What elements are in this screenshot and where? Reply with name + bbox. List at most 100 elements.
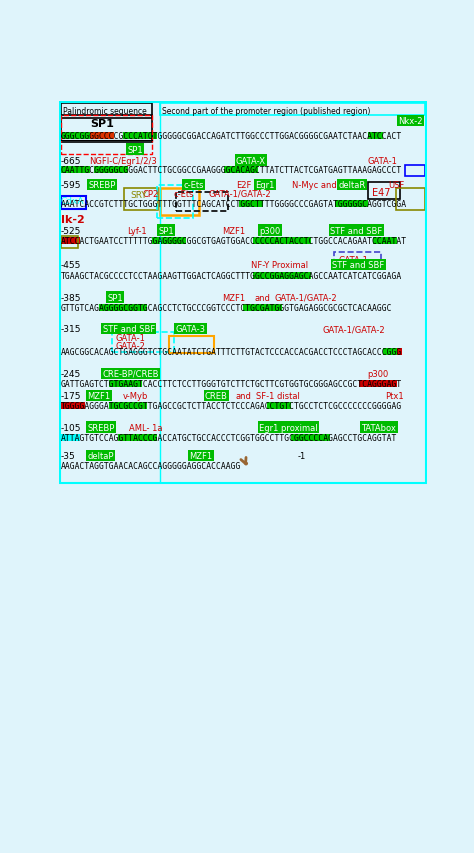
Bar [405, 166, 425, 177]
Text: p300: p300 [259, 226, 281, 235]
Text: -175: -175 [61, 392, 82, 401]
Bar [160, 104, 425, 116]
Bar [61, 403, 85, 409]
Text: ATTAGTGTCCAGGTTACCCGACCATGCTGCCACCCTCGGTGGCCTTGCGGCCCCAGAGCCTGCAGGTAT: ATTAGTGTCCAGGTTACCCGACCATGCTGCCACCCTCGGT… [61, 433, 397, 442]
Bar [90, 133, 114, 140]
Bar [388, 349, 402, 356]
Text: -525: -525 [61, 226, 81, 235]
Text: Second part of the promoter region (published region): Second part of the promoter region (publ… [162, 107, 371, 116]
Text: p300: p300 [368, 369, 389, 379]
Text: GATA-X: GATA-X [236, 156, 266, 165]
Bar [60, 103, 426, 483]
Text: SREBP: SREBP [89, 181, 116, 190]
Text: GATA-1/GATA-2: GATA-1/GATA-2 [208, 189, 271, 199]
Text: ATCCACTGAATCCTTTTTGGAGGGGCGGCGTGAGTGGACCCCCCACTACCTCTGGCCACAGAATCCAATAT: ATCCACTGAATCCTTTTTGGAGGGGCGGCGTGAGTGGACC… [61, 236, 407, 246]
Text: Egr1 proximal: Egr1 proximal [259, 423, 318, 432]
Text: GTTGTCAGAGGGGCGGTGCAGCCTCTGCCCGGTCCCTCTGCGATGGGTGAGAGGCGCGCTCACAAGGC: GTTGTCAGAGGGGCGGTGCAGCCTCTGCCCGGTCCCTCTG… [61, 303, 392, 312]
Text: TATAbox: TATAbox [362, 423, 396, 432]
Text: CAATTGCGGGGGCGGGACTTCTGCGGCCGAAGGGGCACAGCTTATCTTACTCGATGAGTTAAAGAGCCCT: CAATTGCGGGGGCGGGACTTCTGCGGCCGAAGGGGCACAG… [61, 165, 402, 175]
Bar [61, 166, 90, 173]
Text: GGGCGGGGCCCCGCCCATCTGGGGGCGGACCAGATCTTGGCCCTTGGACGGGGCGAATCTAACATCCACT: GGGCGGGGCCCCGCCCATCTGGGGGCGGACCAGATCTTGG… [61, 131, 402, 141]
Text: SF-1 distal: SF-1 distal [256, 392, 300, 401]
Text: SP1: SP1 [158, 226, 174, 235]
Text: -595: -595 [61, 181, 82, 190]
Text: and: and [236, 392, 252, 401]
Bar [224, 166, 258, 173]
Text: deltaP: deltaP [87, 451, 114, 461]
Text: AML- 1a: AML- 1a [129, 423, 163, 432]
Text: TGGGGAGGGATGCGCCGTTGAGCCGCTCTTACCTCTCCCAGACCTGTCTGCCTCTCGCCCCCCCGGGGAG: TGGGGAGGGATGCGCCGTTGAGCCGCTCTTACCTCTCCCA… [61, 402, 402, 410]
Text: MZF1: MZF1 [222, 293, 245, 302]
Bar [61, 116, 152, 154]
Bar [292, 434, 330, 441]
Text: Nkx-2: Nkx-2 [398, 117, 422, 126]
Bar [61, 197, 86, 209]
Text: GATA-1/GATA-2: GATA-1/GATA-2 [323, 325, 385, 334]
Text: NGFI-C/Egr1/2/3: NGFI-C/Egr1/2/3 [89, 156, 156, 165]
Text: Egr1: Egr1 [255, 181, 275, 190]
Text: Lyf-1: Lyf-1 [128, 226, 147, 235]
Text: GATA-1: GATA-1 [338, 256, 368, 264]
Bar [334, 253, 381, 267]
Text: deltaR: deltaR [338, 181, 365, 190]
Bar [99, 305, 147, 311]
Text: E2F: E2F [236, 181, 251, 190]
Text: -665: -665 [61, 156, 82, 165]
Text: STF and SBF: STF and SBF [330, 226, 383, 235]
Text: c-Ets: c-Ets [183, 181, 204, 190]
Text: Ptx1: Ptx1 [385, 392, 403, 401]
Bar [243, 305, 282, 311]
Text: -315: -315 [61, 325, 82, 334]
Bar [396, 189, 425, 211]
Bar [61, 104, 152, 119]
Text: GATA-3: GATA-3 [175, 325, 206, 334]
Bar [61, 116, 152, 143]
Text: -1: -1 [298, 451, 306, 461]
Text: TGAAGCTACGCCCCTCCTAAGAAGTTGGACTCAGGCTTTGGCCGGAGGAGCAGCCAATCATCATCGGAGA: TGAAGCTACGCCCCTCCTAAGAAGTTGGACTCAGGCTTTG… [61, 272, 402, 281]
Bar [152, 237, 186, 244]
Text: MZF1: MZF1 [222, 226, 245, 235]
Text: SP1: SP1 [128, 146, 143, 154]
Bar [373, 237, 397, 244]
Text: AAATCACCGTCTTTGCTGGGTTTGGTTTCAGCATCCTGGCTTTTGGGGCCCGAGTATGGGGGCAGGTCGGA: AAATCACCGTCTTTGCTGGGTTTGGTTTCAGCATCCTGGC… [61, 200, 407, 208]
Bar [368, 183, 400, 200]
Bar [335, 200, 368, 207]
Bar [123, 133, 157, 140]
Text: CdxA: CdxA [61, 197, 84, 206]
Bar [124, 189, 158, 211]
Bar [94, 166, 128, 173]
Text: GATTGAGTCTGTGAAGTCACCTTCTCCTTGGGTGTCTTCTGCTTCGTGGTGCGGGAGCCGCTCAGGGAGT: GATTGAGTCTGTGAAGTCACCTTCTCCTTGGGTGTCTTCT… [61, 380, 402, 388]
Bar [112, 333, 174, 352]
Text: GATA-1: GATA-1 [368, 156, 398, 165]
Text: SP1: SP1 [107, 293, 123, 302]
Text: c-Ets: c-Ets [174, 189, 194, 199]
Text: E47: E47 [372, 188, 390, 197]
Bar [359, 380, 397, 387]
Bar [157, 186, 192, 218]
Text: SP1: SP1 [90, 119, 114, 129]
Text: AAGACTAGGTGAACACAGCCAGGGGGAGGCACCAAGG: AAGACTAGGTGAACACAGCCAGGGGGAGGCACCAAGG [61, 461, 241, 471]
Text: SRY: SRY [130, 191, 147, 200]
Text: -105: -105 [61, 423, 82, 432]
Bar [61, 133, 90, 140]
Text: and: and [255, 293, 271, 302]
Text: -35: -35 [61, 451, 75, 461]
Text: AAGCGGCACAGCTGAGGGTCTGCAATATCTGATTTCTTGTACTCCCACCACGACCTCCCTAGCACCCGGG: AAGCGGCACAGCTGAGGGTCTGCAATATCTGATTTCTTGT… [61, 348, 402, 357]
Text: NF-Y Proximal: NF-Y Proximal [251, 261, 309, 270]
Bar [253, 237, 310, 244]
Text: STF and SBF: STF and SBF [103, 325, 155, 334]
Text: MZF1: MZF1 [87, 392, 110, 401]
Bar [109, 380, 143, 387]
Text: -385: -385 [61, 293, 82, 302]
Text: GATA-1: GATA-1 [115, 334, 145, 342]
Text: -245: -245 [61, 369, 81, 379]
Text: Ik-2: Ik-2 [61, 215, 84, 225]
Bar [267, 403, 292, 409]
Text: CREB: CREB [205, 392, 228, 401]
Bar [169, 337, 214, 354]
Text: GATA-1/GATA-2: GATA-1/GATA-2 [275, 293, 337, 302]
Text: CRE-BP/CREB: CRE-BP/CREB [103, 369, 159, 379]
Text: USF: USF [389, 181, 405, 190]
Bar [118, 434, 157, 441]
Text: Palindromic sequence: Palindromic sequence [63, 107, 147, 116]
